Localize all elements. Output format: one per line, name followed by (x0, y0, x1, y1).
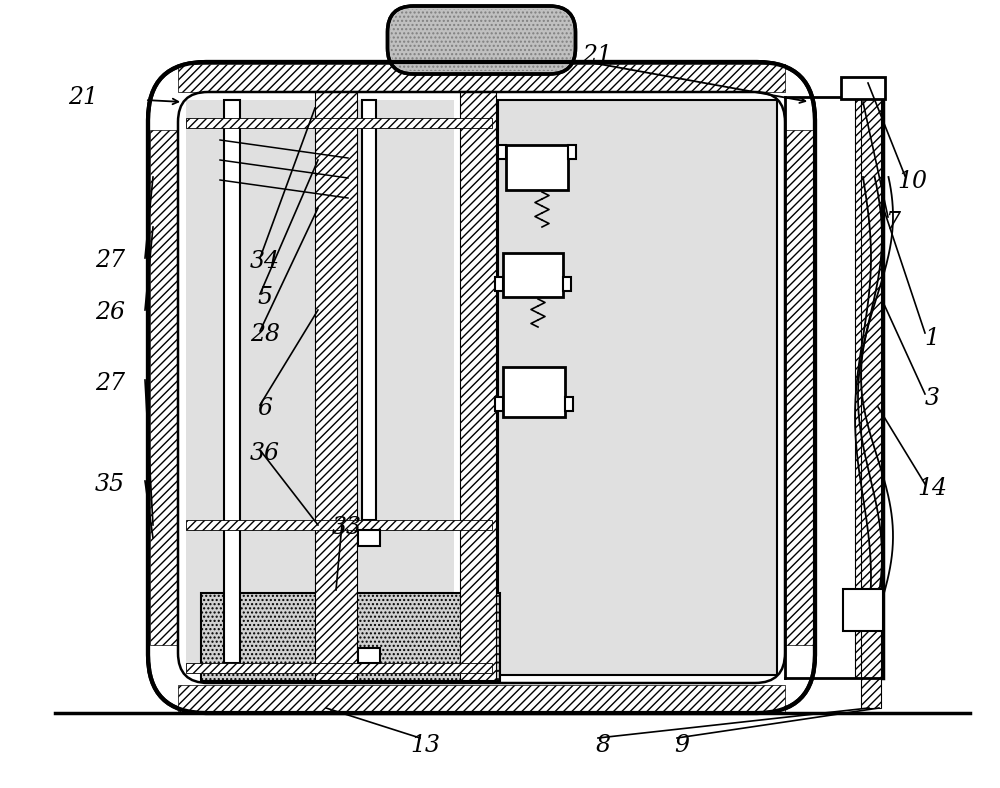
Text: 3: 3 (924, 386, 940, 410)
Bar (224, 100, 240, 663)
Text: 36: 36 (250, 441, 280, 464)
Text: 5: 5 (258, 285, 272, 308)
Bar (358, 648, 380, 663)
Bar (178, 685, 785, 713)
Text: 35: 35 (95, 473, 125, 496)
Bar (358, 530, 380, 546)
Bar (785, 130, 813, 645)
Bar (568, 145, 576, 159)
Bar (186, 663, 492, 673)
Text: 7: 7 (886, 210, 900, 233)
Bar (362, 100, 376, 520)
Text: 21: 21 (582, 43, 612, 66)
Bar (506, 145, 568, 190)
Bar (503, 367, 565, 417)
Bar (186, 118, 492, 128)
Text: 14: 14 (917, 477, 947, 500)
FancyBboxPatch shape (148, 62, 815, 713)
Bar (855, 97, 883, 678)
Text: 6: 6 (258, 396, 272, 419)
Text: 27: 27 (95, 371, 125, 395)
Bar (503, 253, 563, 297)
Bar (315, 91, 357, 680)
Bar (563, 277, 571, 291)
Bar (178, 64, 785, 92)
Bar (861, 97, 881, 708)
Bar (495, 277, 503, 291)
Text: 1: 1 (924, 326, 940, 350)
Text: 34: 34 (250, 250, 280, 273)
Text: 10: 10 (897, 169, 927, 192)
Bar (498, 145, 506, 159)
Bar (841, 77, 885, 99)
Bar (319, 105, 353, 660)
Bar (201, 593, 500, 681)
Bar (498, 100, 777, 675)
Bar (843, 589, 883, 631)
Text: 9: 9 (674, 734, 690, 757)
Bar (565, 397, 573, 411)
Text: 27: 27 (95, 248, 125, 272)
Bar (460, 91, 496, 680)
FancyBboxPatch shape (388, 6, 576, 74)
Bar (495, 397, 503, 411)
Text: 21: 21 (68, 86, 98, 109)
Bar (186, 530, 454, 663)
Text: 28: 28 (250, 322, 280, 345)
Text: 13: 13 (410, 734, 440, 757)
Text: 33: 33 (332, 515, 362, 538)
Bar (186, 100, 454, 520)
Bar (186, 520, 492, 530)
Bar (150, 130, 178, 645)
Text: 26: 26 (95, 300, 125, 324)
Text: 8: 8 (596, 734, 610, 757)
